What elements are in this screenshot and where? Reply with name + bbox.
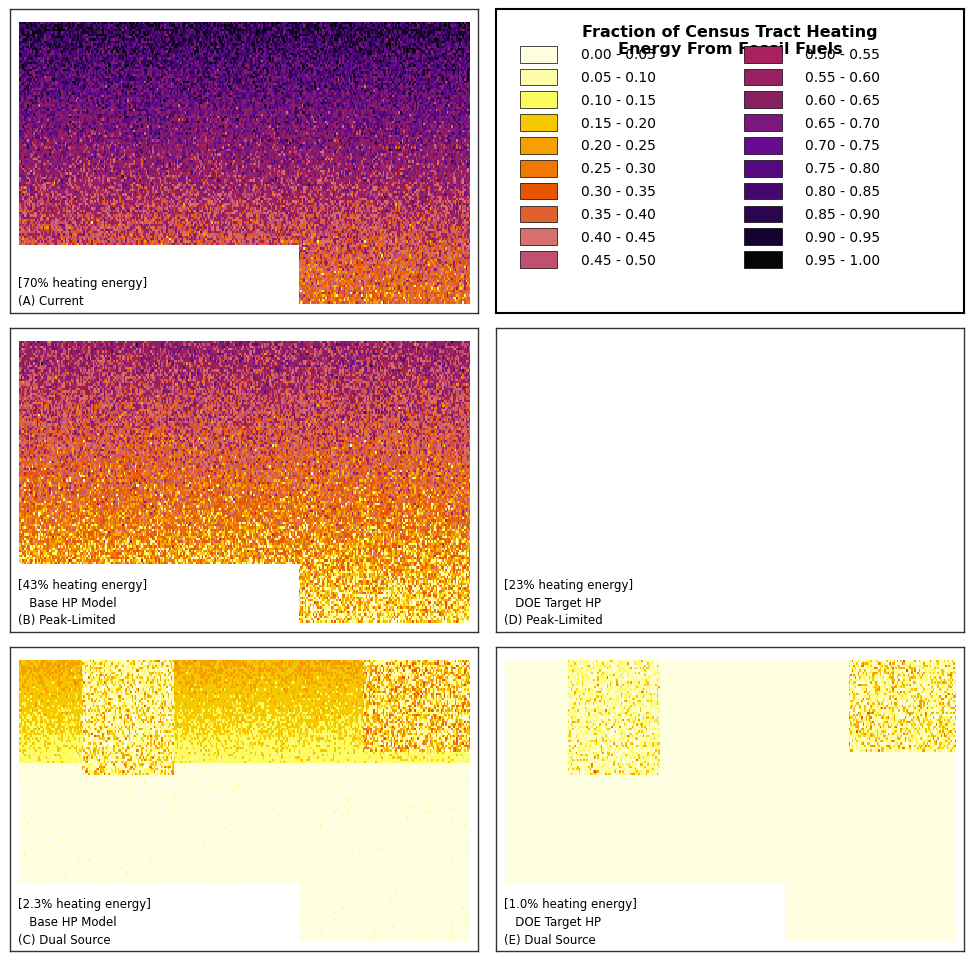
FancyBboxPatch shape bbox=[520, 47, 557, 63]
Text: Base HP Model: Base HP Model bbox=[18, 915, 116, 928]
FancyBboxPatch shape bbox=[744, 69, 782, 86]
Text: 0.80 - 0.85: 0.80 - 0.85 bbox=[805, 185, 880, 199]
Text: [23% heating energy]: [23% heating energy] bbox=[505, 579, 633, 592]
FancyBboxPatch shape bbox=[744, 207, 782, 223]
Text: 0.20 - 0.25: 0.20 - 0.25 bbox=[581, 139, 656, 154]
Text: 0.15 - 0.20: 0.15 - 0.20 bbox=[581, 116, 656, 131]
FancyBboxPatch shape bbox=[520, 69, 557, 86]
Text: (E) Dual Source: (E) Dual Source bbox=[505, 932, 596, 946]
Text: 0.40 - 0.45: 0.40 - 0.45 bbox=[581, 231, 656, 244]
Text: Base HP Model: Base HP Model bbox=[18, 596, 116, 609]
FancyBboxPatch shape bbox=[520, 92, 557, 110]
Text: [70% heating energy]: [70% heating energy] bbox=[18, 277, 147, 290]
Text: (A) Current: (A) Current bbox=[18, 295, 84, 308]
Text: [1.0% heating energy]: [1.0% heating energy] bbox=[505, 898, 637, 910]
Text: 0.75 - 0.80: 0.75 - 0.80 bbox=[805, 162, 880, 176]
Text: 0.90 - 0.95: 0.90 - 0.95 bbox=[805, 231, 880, 244]
FancyBboxPatch shape bbox=[744, 138, 782, 155]
FancyBboxPatch shape bbox=[744, 47, 782, 63]
Text: 0.60 - 0.65: 0.60 - 0.65 bbox=[805, 94, 880, 108]
Text: 0.10 - 0.15: 0.10 - 0.15 bbox=[581, 94, 656, 108]
Text: 0.35 - 0.40: 0.35 - 0.40 bbox=[581, 208, 656, 222]
Text: [43% heating energy]: [43% heating energy] bbox=[18, 579, 147, 592]
FancyBboxPatch shape bbox=[520, 138, 557, 155]
Text: 0.95 - 1.00: 0.95 - 1.00 bbox=[805, 254, 880, 267]
Text: 0.45 - 0.50: 0.45 - 0.50 bbox=[581, 254, 656, 267]
Text: (B) Peak-Limited: (B) Peak-Limited bbox=[18, 613, 115, 627]
Text: 0.70 - 0.75: 0.70 - 0.75 bbox=[805, 139, 880, 154]
FancyBboxPatch shape bbox=[744, 252, 782, 269]
Text: 0.50 - 0.55: 0.50 - 0.55 bbox=[805, 48, 880, 62]
FancyBboxPatch shape bbox=[744, 184, 782, 200]
Text: 0.30 - 0.35: 0.30 - 0.35 bbox=[581, 185, 656, 199]
Text: [2.3% heating energy]: [2.3% heating energy] bbox=[18, 898, 150, 910]
FancyBboxPatch shape bbox=[520, 229, 557, 246]
FancyBboxPatch shape bbox=[520, 252, 557, 269]
Text: 0.65 - 0.70: 0.65 - 0.70 bbox=[805, 116, 880, 131]
FancyBboxPatch shape bbox=[520, 184, 557, 200]
Text: (C) Dual Source: (C) Dual Source bbox=[18, 932, 110, 946]
FancyBboxPatch shape bbox=[744, 115, 782, 132]
FancyBboxPatch shape bbox=[744, 92, 782, 110]
Text: DOE Target HP: DOE Target HP bbox=[505, 915, 601, 928]
Text: Fraction of Census Tract Heating
Energy From Fossil Fuels: Fraction of Census Tract Heating Energy … bbox=[582, 25, 879, 57]
Text: 0.85 - 0.90: 0.85 - 0.90 bbox=[805, 208, 880, 222]
FancyBboxPatch shape bbox=[520, 115, 557, 132]
FancyBboxPatch shape bbox=[744, 160, 782, 178]
Text: 0.55 - 0.60: 0.55 - 0.60 bbox=[805, 71, 880, 85]
FancyBboxPatch shape bbox=[744, 229, 782, 246]
FancyBboxPatch shape bbox=[520, 207, 557, 223]
Text: 0.00 - 0.05: 0.00 - 0.05 bbox=[581, 48, 656, 62]
Text: 0.05 - 0.10: 0.05 - 0.10 bbox=[581, 71, 656, 85]
FancyBboxPatch shape bbox=[520, 160, 557, 178]
Text: DOE Target HP: DOE Target HP bbox=[505, 596, 601, 609]
Text: (D) Peak-Limited: (D) Peak-Limited bbox=[505, 613, 603, 627]
Text: 0.25 - 0.30: 0.25 - 0.30 bbox=[581, 162, 656, 176]
